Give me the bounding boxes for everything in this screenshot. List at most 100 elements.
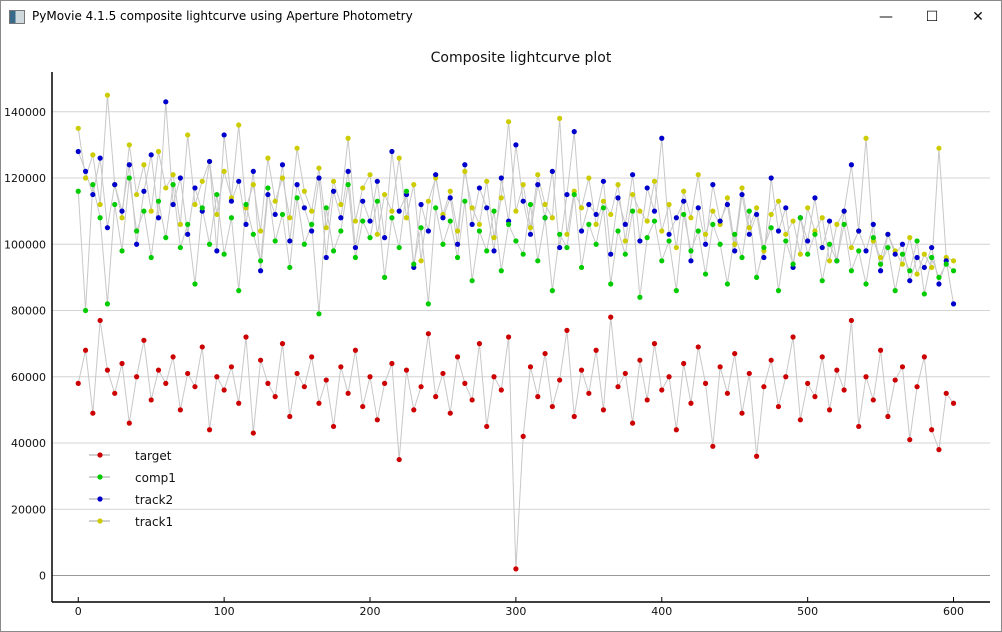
data-point-comp1: [134, 228, 140, 234]
data-point-target: [921, 354, 927, 360]
data-point-track1: [126, 142, 132, 148]
data-point-target: [382, 380, 388, 386]
data-point-target: [615, 384, 621, 390]
data-point-target: [469, 397, 475, 403]
data-point-target: [549, 403, 555, 410]
data-point-target: [126, 420, 132, 426]
data-point-target: [856, 423, 862, 430]
data-point-target: [294, 370, 300, 377]
data-point-track2: [841, 208, 847, 214]
data-point-track2: [498, 175, 504, 181]
data-point-comp1: [330, 248, 337, 254]
data-point-target: [476, 341, 483, 347]
data-point-comp1: [797, 215, 803, 221]
data-point-track1: [425, 198, 431, 204]
data-point-target: [498, 387, 504, 393]
data-point-track2: [185, 231, 191, 237]
data-point-target: [651, 341, 658, 347]
data-point-track2: [447, 195, 453, 201]
data-point-track1: [695, 172, 701, 178]
data-point-target: [899, 364, 906, 370]
data-point-track1: [163, 185, 169, 191]
data-point-track2: [484, 205, 490, 211]
data-point-track1: [805, 205, 811, 211]
data-point-comp1: [783, 238, 789, 244]
data-point-track1: [578, 205, 585, 211]
data-point-track1: [637, 208, 643, 214]
data-point-track1: [549, 215, 555, 221]
data-point-comp1: [294, 195, 300, 201]
data-point-comp1: [126, 175, 132, 181]
data-point-comp1: [761, 244, 767, 251]
data-point-target: [287, 413, 293, 420]
data-point-comp1: [775, 288, 782, 294]
data-point-target: [724, 390, 731, 396]
data-point-track2: [950, 301, 957, 307]
data-point-track1: [476, 221, 483, 227]
data-point-target: [695, 344, 701, 350]
data-point-track2: [352, 244, 359, 251]
data-point-comp1: [535, 258, 541, 264]
data-point-track2: [243, 221, 249, 227]
data-point-target: [644, 397, 650, 403]
data-point-target: [148, 397, 154, 403]
data-point-track1: [681, 188, 687, 194]
data-point-comp1: [812, 231, 818, 237]
data-point-target: [943, 390, 949, 396]
data-point-track2: [330, 188, 337, 194]
data-point-target: [600, 407, 607, 413]
data-point-target: [491, 374, 497, 380]
data-point-comp1: [622, 251, 628, 257]
data-point-target: [170, 354, 176, 360]
data-point-target: [783, 374, 789, 380]
maximize-button[interactable]: ☐: [925, 8, 939, 25]
data-point-target: [316, 400, 322, 406]
data-point-target: [338, 364, 344, 370]
data-point-target: [389, 360, 395, 367]
data-point-comp1: [753, 274, 760, 280]
data-point-target: [629, 420, 636, 426]
data-point-track2: [258, 268, 264, 274]
data-point-target: [877, 347, 884, 353]
data-point-comp1: [112, 201, 118, 208]
close-button[interactable]: ✕: [972, 8, 984, 25]
data-point-target: [454, 354, 461, 360]
data-point-track2: [323, 254, 329, 261]
data-point-target: [228, 364, 235, 370]
data-point-track1: [564, 231, 570, 237]
data-point-track2: [214, 248, 220, 254]
data-point-track1: [134, 191, 140, 198]
data-point-comp1: [673, 288, 679, 294]
data-point-track1: [702, 231, 709, 237]
legend-marker: [97, 452, 103, 458]
data-point-comp1: [929, 254, 935, 261]
data-point-comp1: [695, 228, 701, 234]
data-point-track2: [374, 178, 380, 184]
data-point-comp1: [593, 241, 599, 247]
data-point-track1: [294, 145, 300, 151]
legend-marker: [97, 474, 103, 480]
data-point-comp1: [608, 281, 614, 287]
data-point-comp1: [389, 215, 395, 221]
data-point-target: [221, 387, 227, 393]
minimize-button[interactable]: —: [879, 8, 893, 25]
data-point-target: [739, 410, 745, 416]
data-point-comp1: [155, 198, 162, 204]
data-point-comp1: [542, 215, 548, 221]
data-point-comp1: [163, 235, 169, 241]
data-point-comp1: [615, 228, 621, 234]
data-point-comp1: [644, 235, 650, 241]
data-point-target: [768, 357, 774, 363]
data-point-target: [265, 380, 271, 386]
data-point-track1: [75, 125, 81, 131]
data-point-track2: [856, 228, 862, 234]
data-point-track2: [163, 99, 169, 105]
data-point-track2: [586, 201, 592, 208]
data-point-comp1: [746, 208, 752, 214]
data-point-track2: [119, 208, 125, 214]
data-point-comp1: [309, 221, 315, 227]
data-point-track2: [126, 162, 132, 168]
data-point-track2: [170, 201, 176, 208]
data-point-track2: [425, 228, 431, 234]
